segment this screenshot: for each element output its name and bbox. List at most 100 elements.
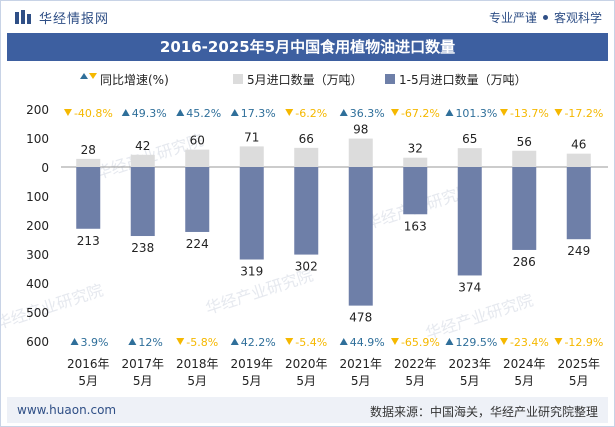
monthly-growth-label: -6.2% xyxy=(295,107,327,120)
legend-up-arrow-icon xyxy=(80,73,88,79)
cumulative-growth-label: -65.9% xyxy=(401,336,440,349)
monthly-bar xyxy=(76,158,101,167)
tagline-right: 客观科学 xyxy=(553,11,602,25)
x-tick-label-year: 2018年 xyxy=(176,357,219,371)
x-tick-label-month: 5月 xyxy=(78,374,98,388)
monthly-growth-label: -17.2% xyxy=(564,107,603,120)
growth-up-arrow-icon xyxy=(339,338,348,345)
legend-swatch-cumulative xyxy=(385,74,395,84)
monthly-bar xyxy=(403,157,428,167)
monthly-value-label: 71 xyxy=(244,130,259,144)
y-tick-label: 600 xyxy=(26,335,49,349)
growth-up-arrow-icon xyxy=(121,109,130,116)
cumulative-value-label: 238 xyxy=(131,241,154,255)
cumulative-bar xyxy=(294,167,319,255)
cumulative-growth-label: 42.2% xyxy=(241,336,276,349)
cumulative-bar xyxy=(457,167,482,276)
monthly-value-label: 66 xyxy=(299,132,314,146)
cumulative-bar xyxy=(239,167,264,260)
monthly-growth-label: 36.3% xyxy=(350,107,385,120)
chart-title: 2016-2025年5月中国食用植物油进口数量 xyxy=(159,38,456,56)
monthly-bar xyxy=(512,150,537,167)
cumulative-growth-label: -12.9% xyxy=(564,336,603,349)
monthly-growth-label: -67.2% xyxy=(401,107,440,120)
y-tick-label: 200 xyxy=(26,219,49,233)
growth-up-arrow-icon xyxy=(230,338,239,345)
monthly-value-label: 42 xyxy=(135,139,150,153)
cumulative-value-label: 302 xyxy=(295,260,318,274)
bars xyxy=(76,138,591,306)
cumulative-growth-label: -5.8% xyxy=(186,336,218,349)
x-tick-label-month: 5月 xyxy=(242,374,262,388)
cumulative-value-label: 319 xyxy=(240,265,263,279)
x-tick-label-month: 5月 xyxy=(514,374,534,388)
monthly-growth-label: -13.7% xyxy=(510,107,549,120)
x-tick-label-year: 2016年 xyxy=(67,357,110,371)
cumulative-value-label: 163 xyxy=(404,219,427,233)
monthly-value-label: 65 xyxy=(462,132,477,146)
data-source: 数据来源：中国海关，华经产业研究院整理 xyxy=(369,405,598,419)
monthly-growth-label: 17.3% xyxy=(241,107,276,120)
growth-up-arrow-icon xyxy=(445,338,454,345)
monthly-growth-label: 101.3% xyxy=(455,107,497,120)
cumulative-bar xyxy=(348,167,373,306)
growth-up-arrow-icon xyxy=(230,109,239,116)
cumulative-growth-label: -23.4% xyxy=(510,336,549,349)
x-tick-label-month: 5月 xyxy=(405,374,425,388)
data-labels: 28 213 -40.8% 3.9% 2016年 5月 42 238 49.3% 12% 2017年… xyxy=(63,107,603,388)
monthly-growth-label: -40.8% xyxy=(74,107,113,120)
x-tick-label-year: 2025年 xyxy=(557,357,600,371)
monthly-value-label: 56 xyxy=(517,135,532,149)
y-tick-label: 100 xyxy=(26,132,49,146)
growth-up-arrow-icon xyxy=(176,109,185,116)
x-tick-label-month: 5月 xyxy=(351,374,371,388)
cumulative-value-label: 249 xyxy=(567,244,590,258)
website-link[interactable]: www.huaon.com xyxy=(17,403,117,417)
growth-down-arrow-icon xyxy=(554,338,563,345)
legend-label-monthly: 5月进口数量（万吨） xyxy=(247,72,363,87)
cumulative-value-label: 213 xyxy=(77,234,100,248)
x-tick-label-year: 2024年 xyxy=(503,357,546,371)
monthly-value-label: 60 xyxy=(190,134,205,148)
monthly-bar xyxy=(457,148,482,167)
y-tick-label: 200 xyxy=(26,103,49,117)
growth-down-arrow-icon xyxy=(390,338,399,345)
cumulative-value-label: 286 xyxy=(513,255,536,269)
monthly-bar xyxy=(294,147,319,167)
watermark-text: 华经产业研究院 xyxy=(1,280,106,333)
dot-separator-icon xyxy=(542,15,548,20)
y-tick-label: 100 xyxy=(26,190,49,204)
y-tick-label: 0 xyxy=(41,161,49,175)
monthly-bar xyxy=(348,138,373,167)
monthly-value-label: 98 xyxy=(353,123,368,137)
cumulative-growth-label: 3.9% xyxy=(81,336,109,349)
footer: www.huaon.com 数据来源：中国海关，华经产业研究院整理 xyxy=(7,397,608,423)
y-tick-label: 400 xyxy=(26,277,49,291)
growth-down-arrow-icon xyxy=(499,338,508,345)
cumulative-growth-label: -5.4% xyxy=(295,336,327,349)
cumulative-bar xyxy=(403,167,428,215)
x-tick-label-year: 2019年 xyxy=(230,357,273,371)
x-tick-label-month: 5月 xyxy=(296,374,316,388)
x-tick-label-year: 2023年 xyxy=(448,357,491,371)
monthly-bar xyxy=(566,153,591,167)
cumulative-bar xyxy=(76,167,101,229)
cumulative-bar xyxy=(130,167,155,237)
cumulative-value-label: 478 xyxy=(349,311,372,325)
growth-down-arrow-icon xyxy=(176,338,185,345)
top-bar: 华经情报网 专业严谨 客观科学 xyxy=(1,1,614,33)
growth-down-arrow-icon xyxy=(63,109,72,116)
legend-swatch-monthly xyxy=(233,74,243,84)
cumulative-growth-label: 129.5% xyxy=(455,336,497,349)
cumulative-bar xyxy=(566,167,591,240)
growth-up-arrow-icon xyxy=(70,338,79,345)
cumulative-value-label: 224 xyxy=(186,237,209,251)
growth-up-arrow-icon xyxy=(128,338,137,345)
monthly-bar xyxy=(130,154,155,167)
legend: 同比增速(%) 5月进口数量（万吨） 1-5月进口数量（万吨） xyxy=(80,72,527,87)
cumulative-bar xyxy=(512,167,537,250)
growth-up-arrow-icon xyxy=(445,109,454,116)
x-tick-label-year: 2020年 xyxy=(285,357,328,371)
y-tick-label: 300 xyxy=(26,248,49,262)
